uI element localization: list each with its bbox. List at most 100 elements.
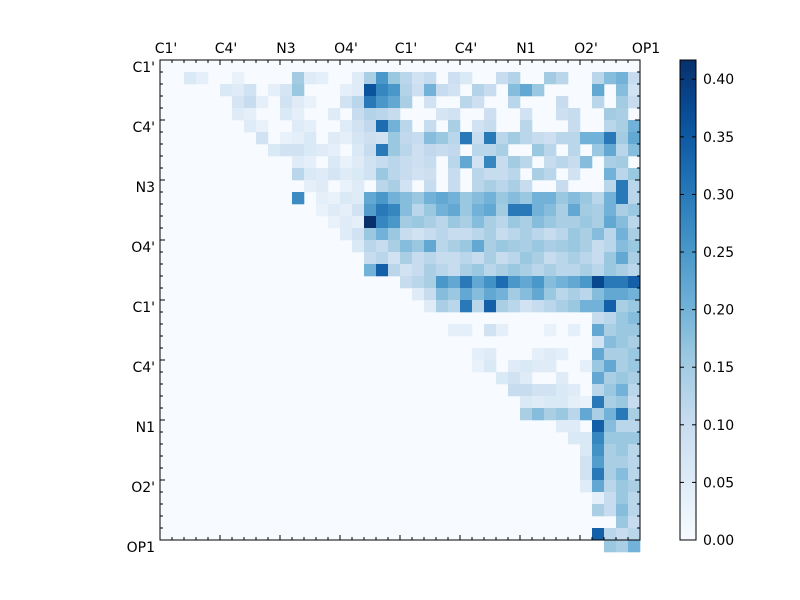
heatmap-cell: [616, 444, 629, 457]
heatmap-cell: [424, 168, 437, 181]
heatmap-cell: [424, 276, 437, 289]
heatmap-cell: [520, 264, 533, 277]
heatmap-cell: [292, 72, 305, 85]
heatmap-cell: [424, 120, 437, 133]
heatmap-cell: [556, 108, 569, 121]
heatmap-cell: [460, 156, 473, 169]
heatmap-cell: [352, 156, 365, 169]
heatmap-cell: [592, 384, 605, 397]
heatmap-cell: [472, 360, 485, 373]
heatmap-cell: [580, 156, 593, 169]
y-tick-label: O4': [131, 240, 155, 256]
heatmap-cell: [304, 168, 317, 181]
heatmap-cell: [460, 96, 473, 109]
heatmap-cell: [520, 360, 533, 373]
heatmap-cell: [616, 468, 629, 481]
heatmap-cell: [472, 204, 485, 217]
heatmap-cell: [436, 216, 449, 229]
heatmap-cell: [484, 168, 497, 181]
heatmap-cell: [556, 384, 569, 397]
heatmap-cell: [592, 216, 605, 229]
heatmap-cell: [448, 180, 461, 193]
heatmap-cell: [400, 228, 413, 241]
heatmap-cell: [628, 480, 641, 493]
heatmap-cell: [604, 168, 617, 181]
heatmap-cell: [496, 372, 509, 385]
heatmap-cell: [472, 228, 485, 241]
heatmap-cell: [568, 120, 581, 133]
heatmap-cell: [592, 528, 605, 541]
heatmap-cell: [472, 192, 485, 205]
heatmap-cell: [472, 252, 485, 265]
heatmap-cell: [580, 252, 593, 265]
heatmap-cell: [484, 360, 497, 373]
heatmap-cell: [448, 168, 461, 181]
heatmap-cell: [508, 132, 521, 145]
heatmap-cell: [448, 120, 461, 133]
heatmap-cell: [568, 432, 581, 445]
heatmap-cell: [616, 408, 629, 421]
heatmap-cell: [412, 156, 425, 169]
heatmap-cell: [592, 504, 605, 517]
heatmap-cell: [364, 72, 377, 85]
x-tick-label: C1': [395, 41, 418, 57]
heatmap-cell: [400, 96, 413, 109]
heatmap-cell: [508, 288, 521, 301]
heatmap-cell: [580, 396, 593, 409]
heatmap-cell: [388, 168, 401, 181]
heatmap-cell: [568, 228, 581, 241]
heatmap-cell: [448, 216, 461, 229]
heatmap-cell: [616, 72, 629, 85]
heatmap-cell: [376, 144, 389, 157]
heatmap-cell: [616, 492, 629, 505]
heatmap-cell: [544, 324, 557, 337]
heatmap-cell: [616, 348, 629, 361]
heatmap-cell: [520, 372, 533, 385]
heatmap-cell: [568, 252, 581, 265]
heatmap-cell: [616, 336, 629, 349]
heatmap-cell: [616, 180, 629, 193]
heatmap-cell: [520, 252, 533, 265]
heatmap-cell: [616, 300, 629, 313]
heatmap-cell: [388, 180, 401, 193]
heatmap-cell: [388, 204, 401, 217]
heatmap-cell: [628, 348, 641, 361]
heatmap-cell: [592, 492, 605, 505]
heatmap-cell: [304, 132, 317, 145]
heatmap-cell: [412, 204, 425, 217]
heatmap-cell: [412, 192, 425, 205]
heatmap-cell: [520, 384, 533, 397]
heatmap-cell: [496, 300, 509, 313]
heatmap-cell: [580, 204, 593, 217]
heatmap-cell: [412, 240, 425, 253]
heatmap-cell: [628, 144, 641, 157]
heatmap-cell: [460, 264, 473, 277]
heatmap-cell: [592, 144, 605, 157]
heatmap-cell: [580, 432, 593, 445]
heatmap-cell: [556, 348, 569, 361]
heatmap-cell: [628, 264, 641, 277]
heatmap-cell: [352, 192, 365, 205]
heatmap-cell: [508, 192, 521, 205]
heatmap-cell: [340, 216, 353, 229]
heatmap-cell: [400, 264, 413, 277]
heatmap-cell: [628, 96, 641, 109]
heatmap-cell: [592, 288, 605, 301]
heatmap-cell: [376, 228, 389, 241]
heatmap-cell: [628, 384, 641, 397]
heatmap-cell: [616, 144, 629, 157]
heatmap-cell: [616, 84, 629, 97]
heatmap-cell: [412, 84, 425, 97]
heatmap-cell: [484, 264, 497, 277]
heatmap-cell: [424, 156, 437, 169]
heatmap-cell: [268, 84, 281, 97]
heatmap-cell: [304, 72, 317, 85]
heatmap-cell: [232, 84, 245, 97]
heatmap-cell: [484, 132, 497, 145]
heatmap-cell: [604, 420, 617, 433]
heatmap-cell: [484, 252, 497, 265]
heatmap-cell: [568, 276, 581, 289]
heatmap-cell: [412, 288, 425, 301]
heatmap-cell: [400, 156, 413, 169]
heatmap-cell: [352, 132, 365, 145]
